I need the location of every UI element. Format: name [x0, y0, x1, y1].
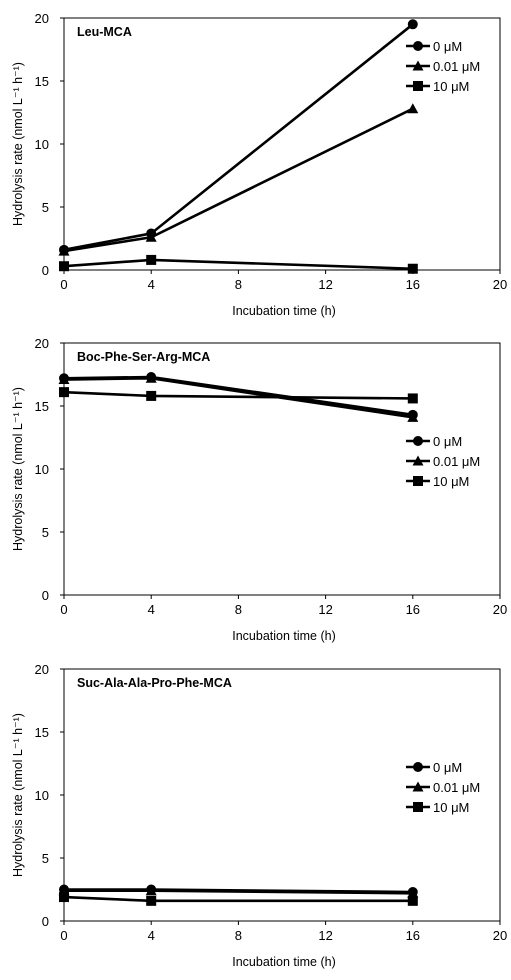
legend-label: 0 μM [433, 760, 462, 775]
y-axis-label: Hydrolysis rate (nmol L⁻¹ h⁻¹) [11, 387, 25, 551]
plot-area-frame [64, 669, 500, 921]
y-tick-label: 20 [35, 11, 49, 26]
y-tick-label: 0 [42, 588, 49, 603]
data-point-square [146, 391, 156, 401]
plot-area-frame [64, 343, 500, 595]
chart-title: Leu-MCA [77, 25, 132, 39]
y-tick-label: 5 [42, 525, 49, 540]
y-tick-label: 10 [35, 137, 49, 152]
y-tick-label: 15 [35, 725, 49, 740]
y-tick-label: 10 [35, 788, 49, 803]
series-square [59, 892, 418, 906]
legend-item: 10 μM [406, 474, 469, 489]
legend-label: 0 μM [433, 39, 462, 54]
y-tick-label: 5 [42, 851, 49, 866]
legend: 0 μM 0.01 μM 10 μM [406, 760, 480, 815]
x-tick-label: 0 [60, 277, 67, 292]
legend-item: 0.01 μM [406, 454, 480, 469]
chart-panel-suc-ala-ala-pro-phe-mca: 0 5 10 15 20 0 4 8 12 16 20 Incubation time (h) Hydr… [0, 651, 511, 978]
legend-label: 10 μM [433, 79, 469, 94]
x-tick-label: 20 [493, 928, 507, 943]
chart-title: Suc-Ala-Ala-Pro-Phe-MCA [77, 676, 232, 690]
data-point-square [408, 393, 418, 403]
x-tick-label: 16 [406, 602, 420, 617]
x-tick-label: 16 [406, 928, 420, 943]
legend-item: 10 μM [406, 79, 469, 94]
legend-item: 0 μM [406, 39, 462, 54]
y-tick-label: 0 [42, 914, 49, 929]
data-point-square [408, 264, 418, 274]
x-tick-label: 20 [493, 602, 507, 617]
data-point-square [408, 896, 418, 906]
series-line [64, 109, 413, 251]
legend-label: 0.01 μM [433, 780, 480, 795]
data-point-square [59, 387, 69, 397]
y-tick-label: 20 [35, 336, 49, 351]
data-point-square [59, 261, 69, 271]
legend-item: 0.01 μM [406, 59, 480, 74]
y-tick-label: 20 [35, 662, 49, 677]
data-point-square [59, 892, 69, 902]
y-tick-label: 10 [35, 462, 49, 477]
data-point-square [146, 896, 156, 906]
legend-marker-square [413, 476, 423, 486]
series-triangle [59, 103, 419, 255]
legend-marker-circle [413, 762, 423, 772]
x-tick-label: 4 [148, 928, 155, 943]
y-tick-label: 15 [35, 399, 49, 414]
legend-item: 0.01 μM [406, 780, 480, 795]
x-tick-label: 12 [318, 602, 332, 617]
plot-area-frame [64, 18, 500, 270]
legend-label: 10 μM [433, 800, 469, 815]
legend-item: 0 μM [406, 434, 462, 449]
data-point-triangle [407, 103, 418, 113]
x-tick-label: 16 [406, 277, 420, 292]
x-tick-label: 8 [235, 928, 242, 943]
x-axis-label: Incubation time (h) [232, 955, 336, 969]
x-tick-label: 8 [235, 602, 242, 617]
legend-marker-square [413, 81, 423, 91]
series-line [64, 392, 413, 398]
legend-label: 10 μM [433, 474, 469, 489]
legend-marker-circle [413, 41, 423, 51]
legend-marker-circle [413, 436, 423, 446]
legend: 0 μM 0.01 μM 10 μM [406, 39, 480, 94]
x-tick-label: 12 [318, 928, 332, 943]
x-tick-label: 20 [493, 277, 507, 292]
x-axis-label: Incubation time (h) [232, 629, 336, 643]
series-line [64, 897, 413, 901]
x-tick-label: 12 [318, 277, 332, 292]
legend-item: 10 μM [406, 800, 469, 815]
chart-title: Boc-Phe-Ser-Arg-MCA [77, 350, 210, 364]
series-triangle [59, 885, 419, 898]
chart-panel-leu-mca: 0 5 10 15 20 0 4 8 12 16 20 Incubation time (h) Hydr… [0, 0, 511, 327]
y-tick-label: 15 [35, 74, 49, 89]
y-tick-label: 0 [42, 263, 49, 278]
legend-label: 0.01 μM [433, 59, 480, 74]
legend-label: 0.01 μM [433, 454, 480, 469]
y-tick-label: 5 [42, 200, 49, 215]
chart-panel-boc-phe-ser-arg-mca: 0 5 10 15 20 0 4 8 12 16 20 Incubation time (h) Hydr… [0, 325, 511, 652]
x-tick-label: 8 [235, 277, 242, 292]
x-tick-label: 4 [148, 277, 155, 292]
legend-label: 0 μM [433, 434, 462, 449]
series-line [64, 24, 413, 250]
legend-item: 0 μM [406, 760, 462, 775]
series-line [64, 260, 413, 269]
data-point-circle [408, 19, 418, 29]
legend-marker-square [413, 802, 423, 812]
x-tick-label: 0 [60, 928, 67, 943]
y-axis-label: Hydrolysis rate (nmol L⁻¹ h⁻¹) [11, 713, 25, 877]
y-axis-label: Hydrolysis rate (nmol L⁻¹ h⁻¹) [11, 62, 25, 226]
x-axis-label: Incubation time (h) [232, 304, 336, 318]
legend: 0 μM 0.01 μM 10 μM [406, 434, 480, 489]
series-circle [59, 19, 418, 255]
x-tick-label: 4 [148, 602, 155, 617]
x-tick-label: 0 [60, 602, 67, 617]
data-point-square [146, 255, 156, 265]
